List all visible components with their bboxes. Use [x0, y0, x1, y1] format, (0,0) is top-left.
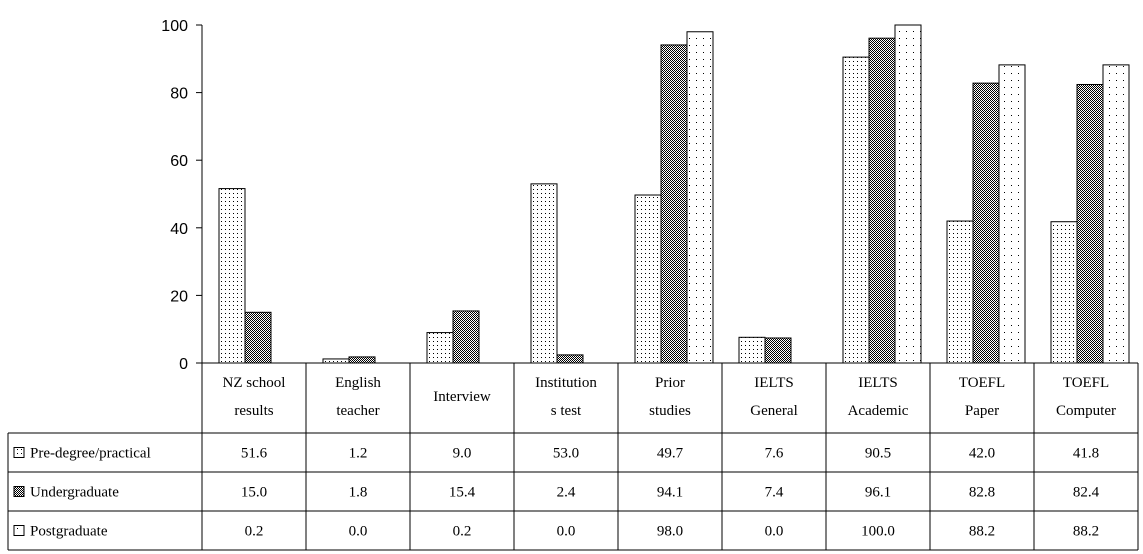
table-cell-value: 7.4 [765, 485, 784, 501]
table-cell-value: 42.0 [969, 446, 995, 462]
y-tick-label: 60 [170, 153, 188, 170]
bar-pre-degree-practical [946, 220, 974, 364]
bar-undergraduate [868, 37, 896, 364]
table-cell-value: 96.1 [865, 485, 891, 501]
legend-label: Pre-degree/practical [30, 446, 151, 462]
table-cell-value: 0.2 [245, 524, 264, 540]
bar-undergraduate [660, 44, 688, 364]
bar-undergraduate [1076, 83, 1104, 364]
bar-postgraduate [1102, 64, 1130, 364]
category-label: Institution s test [535, 375, 597, 419]
table-cell-value: 9.0 [453, 446, 472, 462]
table-cell-value: 7.6 [765, 446, 784, 462]
y-axis: 0 20 40 60 80 100 [161, 18, 203, 373]
table-cell-value: 15.0 [241, 485, 267, 501]
category-label: Interview [433, 389, 491, 405]
bar-pre-degree-practical [530, 183, 558, 364]
table-cell-value: 82.4 [1073, 485, 1100, 501]
table-cell-value: 94.1 [657, 485, 683, 501]
bar-postgraduate [686, 31, 714, 364]
bar-undergraduate [972, 82, 1000, 364]
category-label: IELTS General [750, 375, 797, 419]
bar-undergraduate [764, 337, 792, 364]
bars [218, 24, 1130, 364]
category-label: English teacher [335, 375, 381, 419]
category-label: TOEFL Paper [959, 375, 1005, 419]
bar-postgraduate [894, 24, 922, 364]
table-cell-value: 0.2 [453, 524, 472, 540]
bar-pre-degree-practical [1050, 221, 1078, 364]
table-cell-value: 88.2 [969, 524, 995, 540]
y-tick-label: 80 [170, 86, 188, 103]
category-label: TOEFL Computer [1056, 375, 1116, 419]
table-cell-value: 1.2 [349, 446, 368, 462]
legend-label: Postgraduate [30, 524, 108, 540]
table-cell-value: 2.4 [557, 485, 576, 501]
bar-undergraduate [348, 356, 376, 364]
y-tick-label: 100 [161, 18, 188, 35]
table-cell-value: 53.0 [553, 446, 579, 462]
table-cell-value: 41.8 [1073, 446, 1099, 462]
data-table: NZ school results English teacher Interview I… [7, 362, 1139, 551]
legend-swatch [13, 447, 25, 458]
table-cell-value: 51.6 [241, 446, 268, 462]
bar-postgraduate [998, 64, 1026, 364]
legend-swatch [13, 486, 25, 497]
bar-pre-degree-practical [218, 188, 246, 364]
table-cell-value: 49.7 [657, 446, 684, 462]
bar-pre-degree-practical [322, 358, 350, 364]
table-cell-value: 90.5 [865, 446, 891, 462]
table-cell-value: 1.8 [349, 485, 368, 501]
category-label: NZ school results [223, 375, 286, 419]
table-cell-value: 0.0 [349, 524, 368, 540]
table-cell-value: 15.4 [449, 485, 476, 501]
table-cell-value: 0.0 [765, 524, 784, 540]
category-label: Prior studies [649, 375, 691, 419]
table-cell-value: 88.2 [1073, 524, 1099, 540]
bar-undergraduate [556, 354, 584, 364]
bar-undergraduate [244, 311, 272, 364]
table-cell-value: 82.8 [969, 485, 995, 501]
legend-label: Undergraduate [30, 485, 119, 501]
bar-pre-degree-practical [738, 336, 766, 364]
table-cell-value: 0.0 [557, 524, 576, 540]
y-tick-label: 20 [170, 288, 188, 305]
legend-swatch [13, 525, 25, 536]
y-tick-label: 0 [179, 356, 188, 373]
y-tick-label: 40 [170, 221, 188, 238]
bar-pre-degree-practical [426, 332, 454, 364]
bar-pre-degree-practical [634, 194, 662, 364]
table-cell-value: 98.0 [657, 524, 683, 540]
bar-undergraduate [452, 310, 480, 364]
bar-pre-degree-practical [842, 56, 870, 364]
category-label: IELTS Academic [848, 375, 909, 419]
table-cell-value: 100.0 [861, 524, 895, 540]
